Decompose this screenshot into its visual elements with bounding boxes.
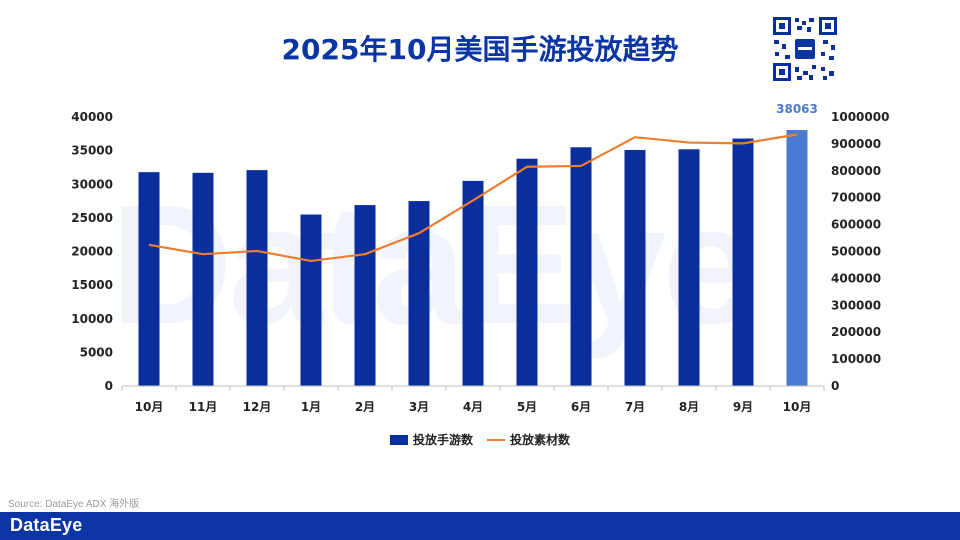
watermark: DataEye xyxy=(110,170,757,360)
y-left-tick-label: 5000 xyxy=(80,345,113,359)
bar xyxy=(300,214,322,386)
y-right-tick-label: 500000 xyxy=(831,245,881,259)
bar xyxy=(516,158,538,386)
y-left-tick-label: 15000 xyxy=(71,278,113,292)
y-left-tick-label: 25000 xyxy=(71,211,113,225)
bar xyxy=(786,130,808,386)
y-right-tick-label: 200000 xyxy=(831,325,881,339)
y-left-tick-label: 20000 xyxy=(71,245,113,259)
y-right-tick-label: 700000 xyxy=(831,191,881,205)
y-left-tick-label: 35000 xyxy=(71,144,113,158)
bar xyxy=(354,205,376,386)
footer-logo: DataEye xyxy=(10,515,83,535)
legend-swatch-bar xyxy=(389,434,408,445)
bar xyxy=(732,138,754,386)
x-tick-label: 12月 xyxy=(243,400,272,414)
y-left-tick-label: 0 xyxy=(105,379,113,393)
x-tick-label: 11月 xyxy=(189,400,218,414)
x-tick-label: 10月 xyxy=(783,400,812,414)
qr-code-icon xyxy=(771,15,839,83)
x-tick-label: 6月 xyxy=(571,400,591,414)
x-tick-label: 2月 xyxy=(355,400,375,414)
y-right-tick-label: 1000000 xyxy=(831,110,889,124)
legend-label-line: 投放素材数 xyxy=(510,433,571,447)
x-tick-label: 9月 xyxy=(733,400,753,414)
y-right-tick-label: 400000 xyxy=(831,271,881,285)
source-note: Source: DataEye ADX 海外版 xyxy=(8,499,140,510)
x-tick-label: 1月 xyxy=(301,400,321,414)
legend: 投放手游数 投放素材数 xyxy=(0,431,960,448)
bar xyxy=(570,147,592,386)
y-right-tick-label: 0 xyxy=(831,379,839,393)
y-left-tick-label: 40000 xyxy=(71,110,113,124)
y-right-tick-label: 900000 xyxy=(831,137,881,151)
x-tick-label: 4月 xyxy=(463,400,483,414)
bar xyxy=(408,201,430,386)
bar xyxy=(678,149,700,386)
bar xyxy=(624,149,646,386)
y-left-tick-label: 30000 xyxy=(71,177,113,191)
legend-item-line: 投放素材数 xyxy=(487,431,570,448)
bar xyxy=(462,180,484,386)
y-right-tick-label: 600000 xyxy=(831,218,881,232)
data-label: 38063 xyxy=(776,102,818,116)
y-right-tick-label: 300000 xyxy=(831,298,881,312)
legend-label-bars: 投放手游数 xyxy=(412,433,473,447)
y-right-tick-label: 100000 xyxy=(831,352,881,366)
legend-item-bars: 投放手游数 xyxy=(389,431,473,448)
x-tick-label: 10月 xyxy=(135,400,164,414)
y-left-tick-label: 10000 xyxy=(71,312,113,326)
page-title: 2025年10月美国手游投放趋势 xyxy=(281,33,679,66)
y-right-tick-label: 800000 xyxy=(831,164,881,178)
bar xyxy=(138,172,160,386)
legend-swatch-line xyxy=(487,438,505,441)
bar xyxy=(192,172,214,386)
x-tick-label: 3月 xyxy=(409,400,429,414)
footer-bar: DataEye xyxy=(0,512,960,540)
bar xyxy=(246,170,268,386)
x-tick-label: 8月 xyxy=(679,400,699,414)
x-tick-label: 7月 xyxy=(625,400,645,414)
x-tick-label: 5月 xyxy=(517,400,537,414)
